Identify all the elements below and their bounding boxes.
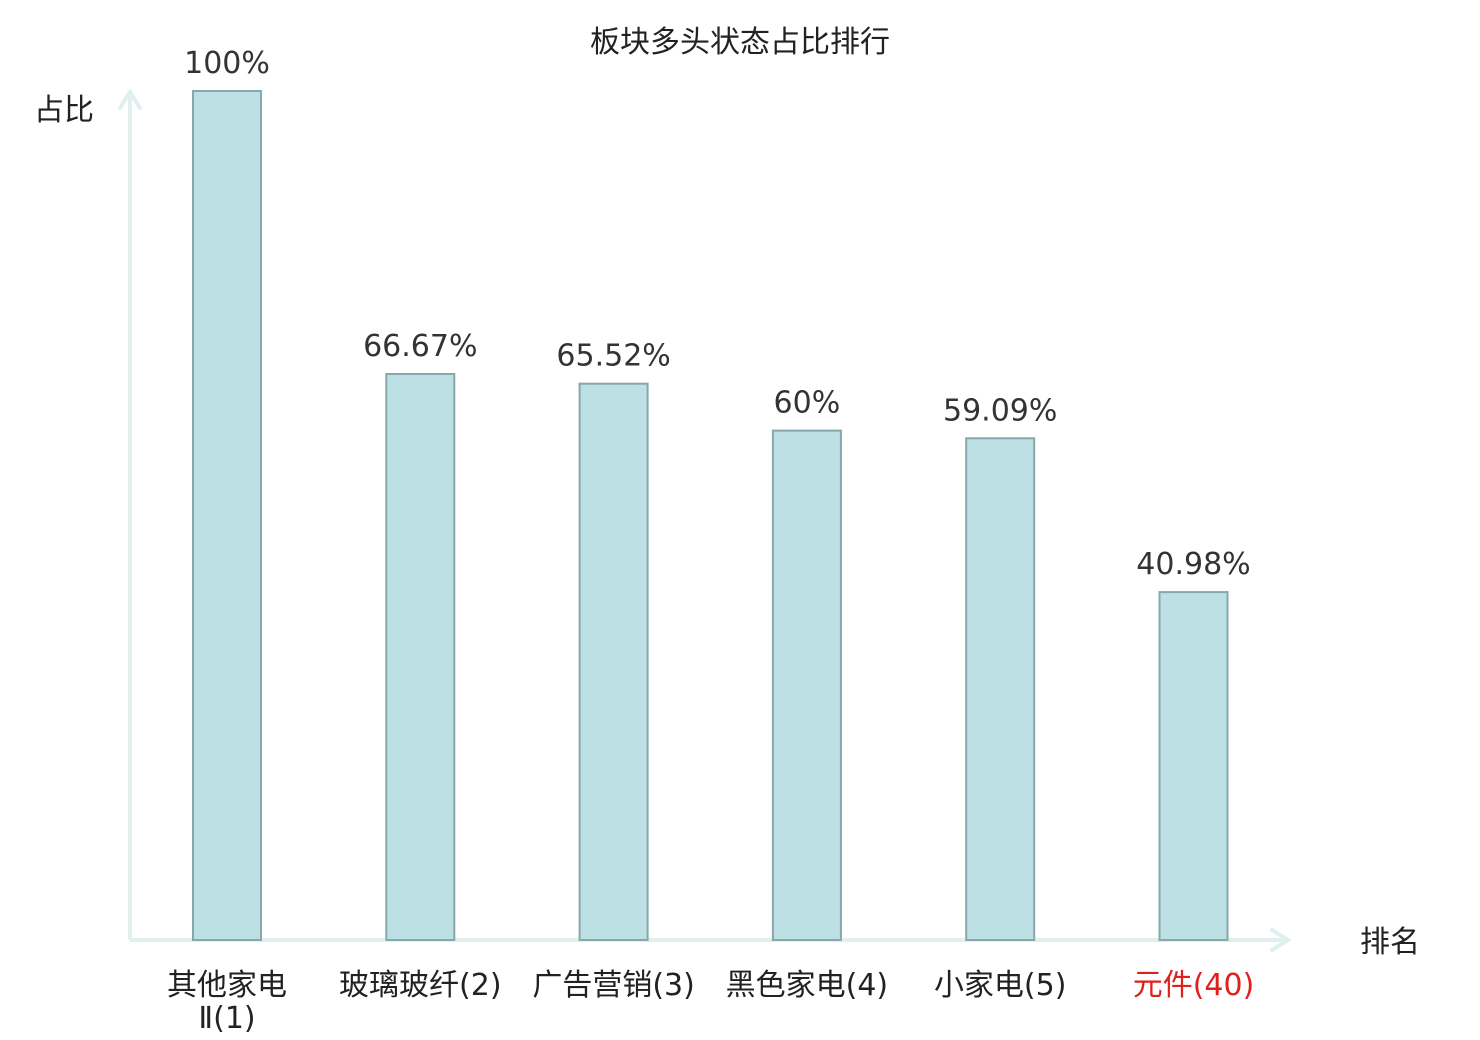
category-label-1-line-2: Ⅱ(1) <box>198 1001 255 1036</box>
category-label-4: 黑色家电(4) <box>726 968 889 1003</box>
chart-title: 板块多头状态占比排行 <box>590 25 890 60</box>
y-axis-arrow-icon <box>118 88 142 110</box>
category-label-2: 玻璃玻纤(2) <box>339 968 502 1003</box>
bar-6 <box>1158 591 1229 941</box>
value-labels-group: 100% 66.67% 65.52% 60% 59.09% 40.98% <box>184 46 1251 582</box>
value-label-6: 40.98% <box>1136 547 1250 582</box>
category-label-5: 小家电(5) <box>934 968 1067 1003</box>
bar-2 <box>385 373 456 941</box>
value-label-2: 66.67% <box>363 329 477 364</box>
value-label-5: 59.09% <box>943 393 1057 428</box>
axes <box>118 88 1292 952</box>
bar-4 <box>771 429 842 941</box>
value-label-3: 65.52% <box>556 339 670 374</box>
bars-group <box>192 90 1229 941</box>
category-label-6: 元件(40) <box>1133 968 1255 1003</box>
value-label-4: 60% <box>774 386 841 421</box>
bar-3 <box>578 382 649 941</box>
x-axis-label: 排名 <box>1360 925 1420 960</box>
category-label-3: 广告营销(3) <box>532 968 695 1003</box>
category-label-1-line-1: 其他家电 <box>167 968 287 1003</box>
y-axis-label: 占比 <box>34 93 94 128</box>
x-axis-arrow-icon <box>1270 928 1292 952</box>
bar-1 <box>192 90 262 941</box>
bar-5 <box>965 437 1036 941</box>
value-label-1: 100% <box>184 46 270 81</box>
